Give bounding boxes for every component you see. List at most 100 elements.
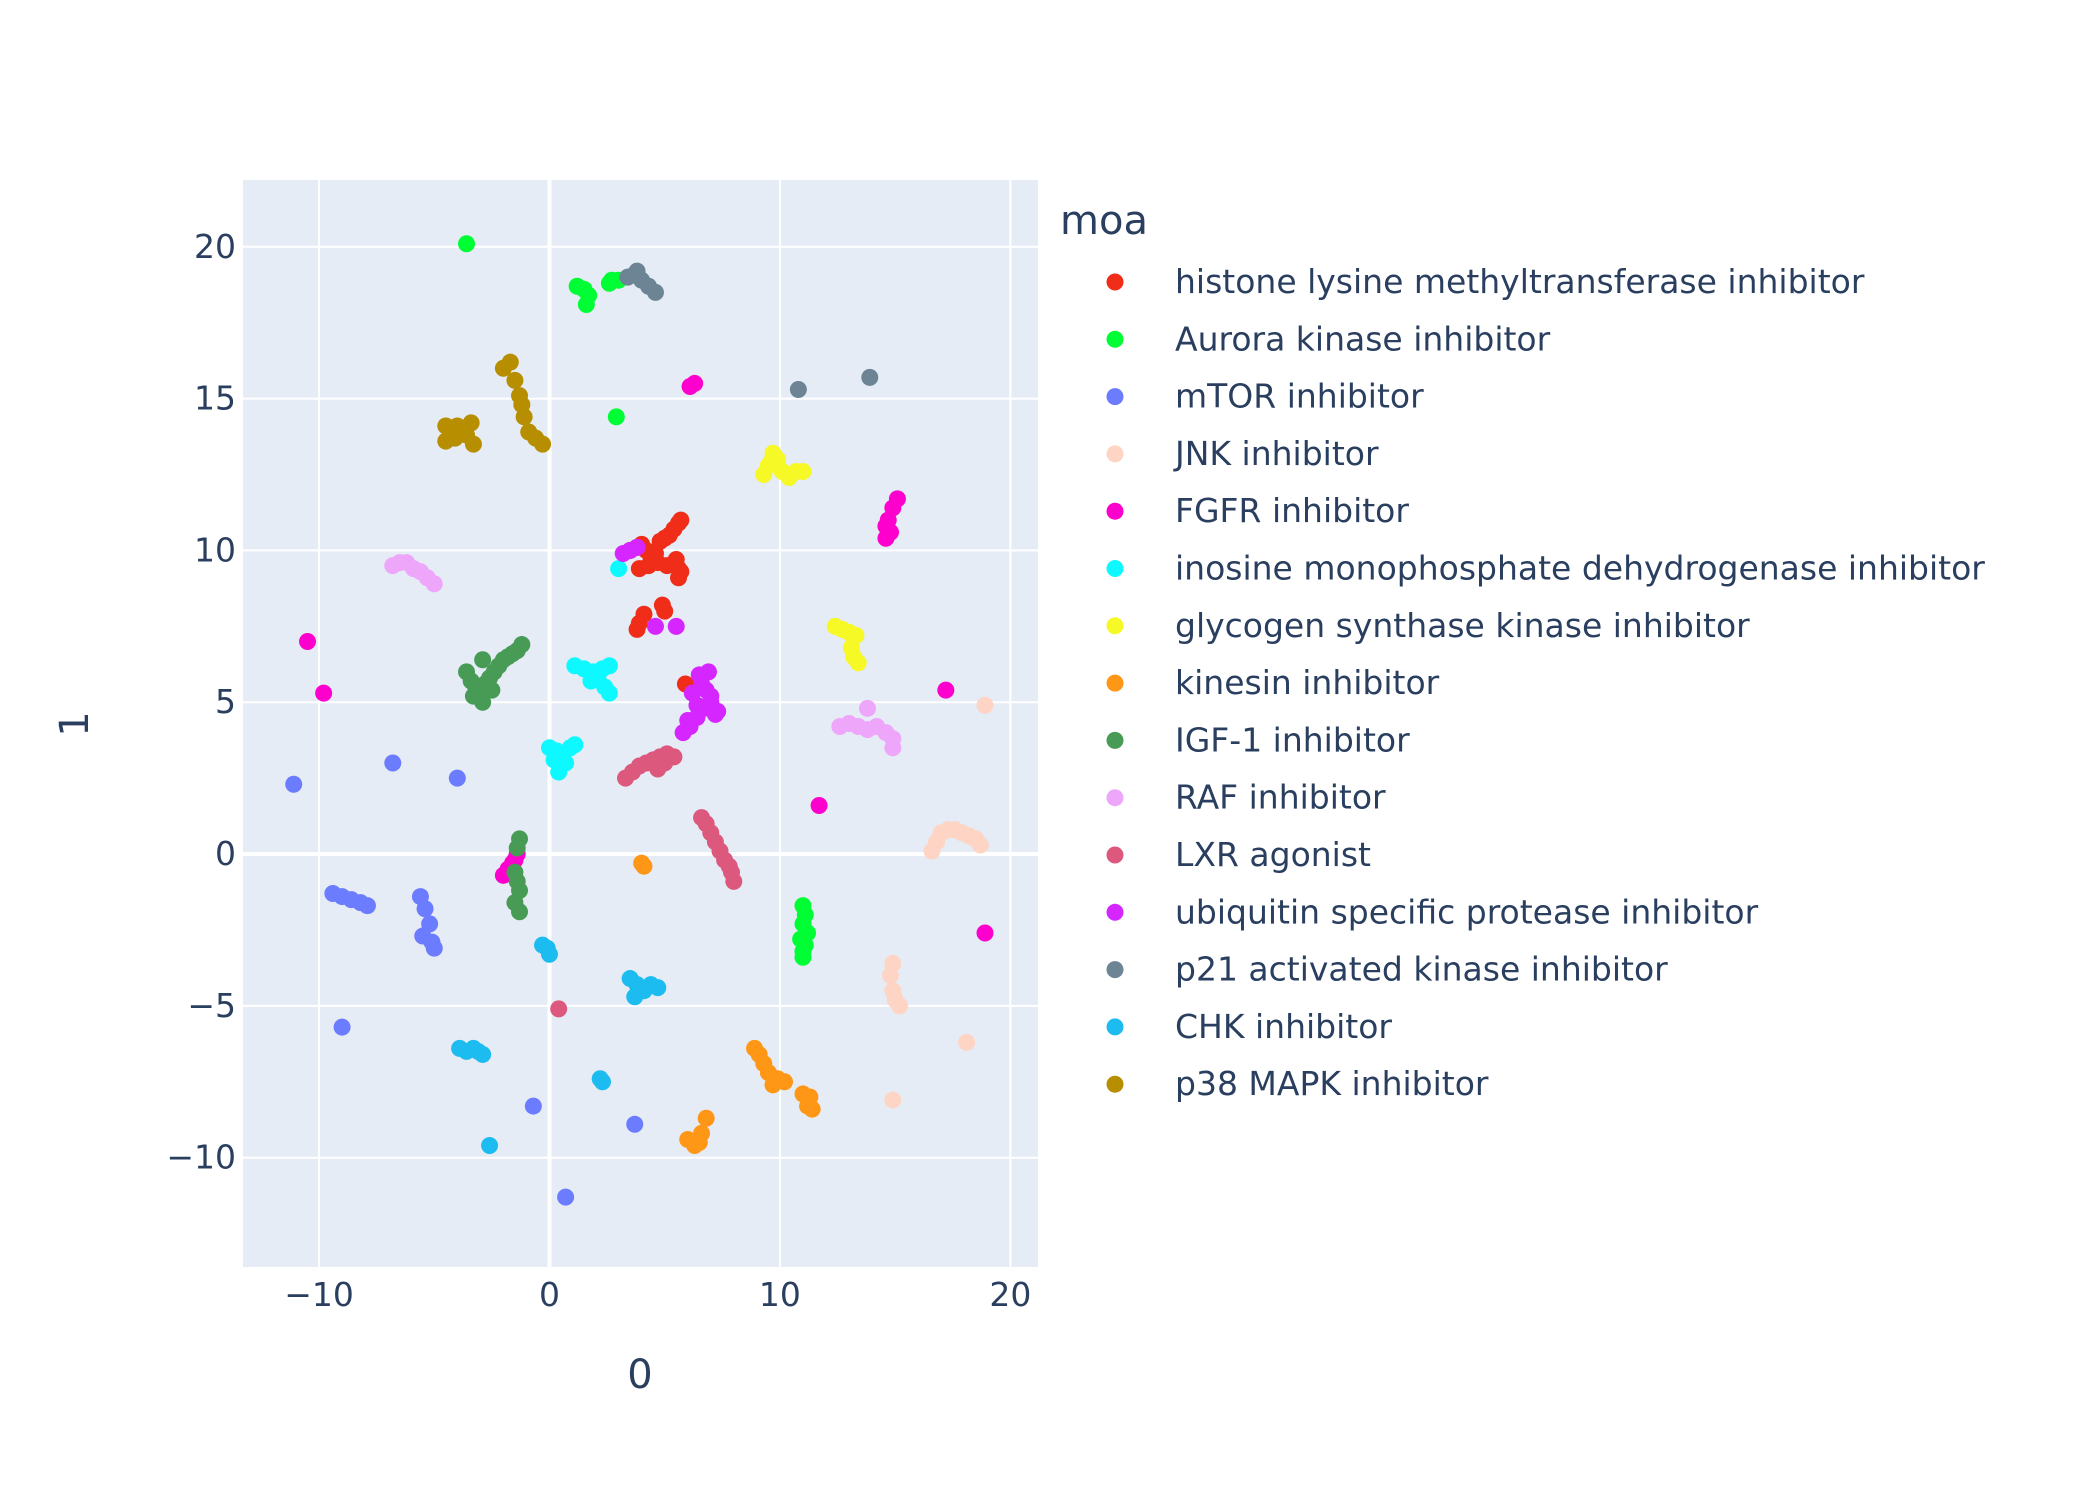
- data-point: [557, 754, 575, 772]
- legend-item[interactable]: p21 activated kinase inhibitor: [1106, 950, 1669, 989]
- series-markers: [619, 262, 879, 399]
- legend-item[interactable]: LXR agonist: [1106, 835, 1372, 874]
- y-tick-label: 0: [215, 834, 236, 873]
- y-tick-label: 10: [194, 530, 236, 569]
- legend-item[interactable]: CHK inhibitor: [1106, 1007, 1393, 1046]
- legend-label: IGF-1 inhibitor: [1175, 720, 1410, 759]
- legend-marker: [1106, 674, 1124, 692]
- data-point: [706, 705, 724, 723]
- data-point: [425, 939, 443, 957]
- data-point: [976, 696, 994, 714]
- data-point: [656, 602, 674, 620]
- data-point: [762, 453, 780, 471]
- legend-item[interactable]: histone lysine methyltransferase inhibit…: [1106, 262, 1865, 301]
- data-point: [849, 654, 867, 672]
- data-point: [976, 924, 994, 942]
- data-point: [508, 839, 526, 857]
- data-point: [540, 945, 558, 963]
- y-tick-label: −10: [166, 1138, 236, 1177]
- data-point: [600, 684, 618, 702]
- y-tick-label: 5: [215, 682, 236, 721]
- data-point: [635, 857, 653, 875]
- legend-item[interactable]: IGF-1 inhibitor: [1106, 720, 1411, 759]
- data-point: [882, 967, 900, 985]
- legend-label: FGFR inhibitor: [1175, 491, 1409, 530]
- data-point: [803, 1100, 821, 1118]
- legend-label: LXR agonist: [1175, 835, 1371, 874]
- legend-marker: [1106, 731, 1124, 749]
- legend-label: p21 activated kinase inhibitor: [1175, 950, 1668, 989]
- legend-item[interactable]: kinesin inhibitor: [1106, 663, 1440, 702]
- x-tick-label: 20: [989, 1275, 1031, 1314]
- legend-item[interactable]: inosine monophosphate dehydrogenase inhi…: [1106, 549, 1986, 588]
- data-point: [524, 1097, 542, 1115]
- legend-label: inosine monophosphate dehydrogenase inhi…: [1175, 549, 1985, 588]
- data-point: [425, 575, 443, 593]
- data-point: [667, 617, 685, 635]
- legend-marker: [1106, 617, 1124, 635]
- legend-marker: [1106, 330, 1124, 348]
- data-point: [690, 1134, 708, 1152]
- data-point: [884, 739, 902, 757]
- legend-marker: [1106, 1075, 1124, 1093]
- legend-label: RAF inhibitor: [1175, 778, 1386, 817]
- series-markers: [633, 854, 821, 1155]
- legend-item[interactable]: RAF inhibitor: [1106, 778, 1387, 817]
- legend-label: kinesin inhibitor: [1175, 663, 1440, 702]
- y-tick-label: 15: [194, 379, 236, 418]
- series-markers: [285, 754, 644, 1206]
- legend-marker: [1106, 961, 1124, 979]
- data-point: [513, 636, 531, 654]
- data-point: [458, 235, 476, 253]
- y-axis-ticks: −10 −5 0 5 10 15 20: [166, 227, 236, 1177]
- legend-marker: [1106, 502, 1124, 520]
- data-point: [437, 417, 455, 435]
- data-point: [582, 672, 600, 690]
- legend-item[interactable]: Aurora kinase inhibitor: [1106, 319, 1551, 358]
- data-point: [725, 872, 743, 890]
- legend: moa histone lysine methyltransferase inh…: [1060, 198, 1985, 1103]
- data-point: [566, 736, 584, 754]
- data-point: [474, 1045, 492, 1063]
- data-point: [384, 754, 402, 772]
- legend-item[interactable]: ubiquitin specific protease inhibitor: [1106, 892, 1759, 931]
- legend-label: ubiquitin specific protease inhibitor: [1175, 892, 1759, 931]
- data-point: [534, 435, 552, 453]
- data-point: [697, 1109, 715, 1127]
- data-point: [610, 560, 628, 578]
- series-markers: [882, 696, 994, 1109]
- data-point: [628, 620, 646, 638]
- grid-lines: [243, 180, 1038, 1267]
- data-point: [686, 374, 704, 392]
- legend-item[interactable]: FGFR inhibitor: [1106, 491, 1410, 530]
- data-point: [858, 699, 876, 717]
- legend-item[interactable]: mTOR inhibitor: [1106, 377, 1425, 416]
- series-markers: [755, 444, 867, 672]
- legend-label: CHK inhibitor: [1175, 1007, 1392, 1046]
- legend-marker: [1106, 445, 1124, 463]
- data-point: [646, 283, 664, 301]
- legend-marker: [1106, 846, 1124, 864]
- legend-marker: [1106, 560, 1124, 577]
- legend-marker: [1106, 273, 1124, 291]
- data-point: [688, 696, 706, 714]
- data-point: [299, 633, 317, 651]
- data-point: [603, 271, 621, 289]
- legend-item[interactable]: glycogen synthase kinase inhibitor: [1106, 606, 1751, 645]
- data-point: [511, 903, 529, 921]
- data-point: [550, 1000, 568, 1018]
- series-markers: [437, 353, 552, 453]
- data-point: [670, 569, 688, 587]
- data-point: [607, 408, 625, 426]
- legend-item[interactable]: JNK inhibitor: [1106, 434, 1379, 473]
- legend-item[interactable]: p38 MAPK inhibitor: [1106, 1064, 1489, 1103]
- data-point: [649, 979, 667, 997]
- data-point: [600, 657, 618, 675]
- series-markers: [458, 636, 531, 921]
- y-tick-label: 20: [194, 227, 236, 266]
- data-point: [481, 1137, 499, 1155]
- legend-label: Aurora kinase inhibitor: [1175, 319, 1551, 358]
- data-point: [877, 529, 895, 547]
- x-tick-label: 0: [539, 1275, 560, 1314]
